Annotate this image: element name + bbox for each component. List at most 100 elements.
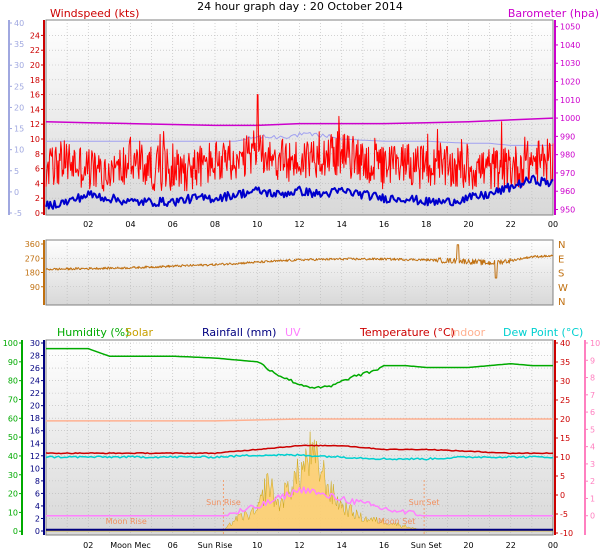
windspeed-axis-tick-label: 16: [30, 91, 40, 100]
rainfall-axis-tick-label: 12: [30, 452, 40, 461]
temperature-x-tick-label: 12: [294, 541, 304, 550]
wind-x-tick-label: 00: [548, 220, 558, 229]
compass-label: E: [558, 254, 564, 265]
wind-x-tick-label: 22: [506, 220, 516, 229]
legend-rainfall-mm: Rainfall (mm): [202, 326, 276, 339]
humidity-axis-tick-label: 20: [8, 490, 18, 499]
windspeed-axis-tick-label: 24: [30, 31, 40, 40]
dew-point-line: [45, 453, 554, 461]
rainfall-axis-tick-label: 4: [35, 502, 40, 511]
uv-axis-tick-label: 5: [590, 425, 595, 434]
temperature-axis-tick-label: 15: [560, 434, 570, 443]
windspeed-axis-tick-label: 8: [35, 150, 40, 159]
temperature-x-tick-label: 10: [252, 541, 262, 550]
temperature-x-tick-label: Moon Mec: [110, 541, 151, 550]
temperature-x-tick-label: 16: [379, 541, 389, 550]
aux-axis-tick-label: 40: [14, 19, 24, 28]
windspeed-axis-tick-label: 20: [30, 61, 40, 70]
temperature-axis-tick-label: -10: [560, 529, 573, 538]
compass-label: N: [558, 240, 565, 251]
rainfall-axis-tick-label: 24: [30, 377, 40, 386]
uv-line: [46, 486, 553, 517]
windspeed-axis-tick-label: 4: [35, 179, 40, 188]
humidity-line: [46, 347, 553, 389]
humidity-axis-tick-label: 70: [8, 395, 18, 404]
aux-axis-tick-label: 20: [14, 103, 24, 112]
legend-dew-point-c: Dew Point (°C): [503, 326, 583, 339]
uv-axis-tick-label: 0: [590, 512, 595, 521]
rainfall-axis-tick-label: 26: [30, 364, 40, 373]
temperature-axis-tick-label: 20: [560, 415, 570, 424]
temperature-axis-tick-label: 0: [560, 491, 565, 500]
aux-axis-tick-label: 15: [14, 125, 24, 134]
humidity-axis-tick-label: 100: [3, 339, 18, 348]
barometer-axis-tick-label: 1000: [560, 114, 580, 123]
direction-axis-tick-label: 270: [25, 254, 40, 263]
barometer-axis-tick-label: 1050: [560, 23, 580, 32]
uv-axis-tick-label: 6: [590, 408, 595, 417]
uv-axis-tick-label: 4: [590, 443, 595, 452]
barometer-axis-tick-label: 950: [560, 206, 575, 215]
direction-axis-tick-label: 360: [25, 240, 40, 249]
direction-axis-tick-label: 180: [25, 269, 40, 278]
windspeed-axis-tick-label: 0: [35, 209, 40, 218]
temperature-axis-tick-label: 5: [560, 472, 565, 481]
temperature-x-tick-label: 00: [548, 541, 558, 550]
wind-x-tick-label: 04: [125, 220, 135, 229]
wind-x-tick-label: 12: [294, 220, 304, 229]
wind-average-line: [45, 174, 554, 210]
rainfall-axis-tick-label: 20: [30, 402, 40, 411]
windspeed-axis-tick-label: 10: [30, 135, 40, 144]
temperature-x-tick-label: 02: [83, 541, 93, 550]
aux-axis-tick-label: 25: [14, 82, 24, 91]
barometer-axis-title: Barometer (hpa): [508, 7, 599, 20]
windspeed-axis-tick-label: 6: [35, 165, 40, 174]
humidity-axis-tick-label: 60: [8, 414, 18, 423]
uv-axis-tick-label: 8: [590, 374, 595, 383]
windspeed-axis-tick-label: 22: [30, 46, 40, 55]
compass-label: S: [558, 269, 564, 280]
temperature-axis-tick-label: 40: [560, 339, 570, 348]
temperature-x-tick-label: 14: [337, 541, 347, 550]
wind-x-tick-label: 20: [463, 220, 473, 229]
annotation-sun-set: Sun Set: [409, 498, 440, 507]
aux-axis-tick-label: 10: [14, 146, 24, 155]
compass-label: N: [558, 297, 565, 308]
direction-axis-tick-label: 90: [30, 283, 40, 292]
humidity-axis-tick-label: 10: [8, 508, 18, 517]
rainfall-axis-tick-label: 22: [30, 389, 40, 398]
humidity-axis-tick-label: 0: [13, 527, 18, 536]
uv-axis-tick-label: 1: [590, 494, 595, 503]
barometer-axis-tick-label: 960: [560, 187, 575, 196]
legend-uv: UV: [285, 326, 301, 339]
barometer-axis-tick-label: 990: [560, 132, 575, 141]
rainfall-axis-tick-label: 18: [30, 414, 40, 423]
barometer-axis-tick-label: 1040: [560, 41, 580, 50]
legend-solar: Solar: [125, 326, 154, 339]
wind-gust-line: [45, 94, 554, 192]
chart-title: 24 hour graph day : 20 October 2014: [197, 0, 403, 13]
humidity-axis-tick-label: 80: [8, 377, 18, 386]
rainfall-axis-tick-label: 16: [30, 427, 40, 436]
legend-humidity: Humidity (%): [57, 326, 129, 339]
windspeed-axis-tick-label: 12: [30, 120, 40, 129]
aux-axis-tick-label: 0: [14, 188, 19, 197]
humidity-axis-tick-label: 50: [8, 433, 18, 442]
temperature-axis-tick-label: 35: [560, 358, 570, 367]
humidity-axis-tick-label: 40: [8, 452, 18, 461]
windspeed-axis-title: Windspeed (kts): [50, 7, 139, 20]
temperature-x-tick-label: 06: [168, 541, 178, 550]
annotation-moon-rise: Moon Rise: [106, 517, 147, 526]
uv-axis-tick-label: 7: [590, 391, 595, 400]
temperature-axis-tick-label: 30: [560, 377, 570, 386]
temperature-x-tick-label: 22: [506, 541, 516, 550]
aux-axis-tick-label: 5: [14, 167, 19, 176]
wind-x-tick-label: 06: [168, 220, 178, 229]
barometer-axis-tick-label: 1020: [560, 78, 580, 87]
rainfall-axis-tick-label: 10: [30, 464, 40, 473]
aux-axis-tick-label: 35: [14, 40, 24, 49]
aux-axis-tick-label: -5: [14, 209, 22, 218]
legend-temperature-c: Temperature (°C): [359, 326, 455, 339]
legend-indoor: Indoor: [450, 326, 486, 339]
